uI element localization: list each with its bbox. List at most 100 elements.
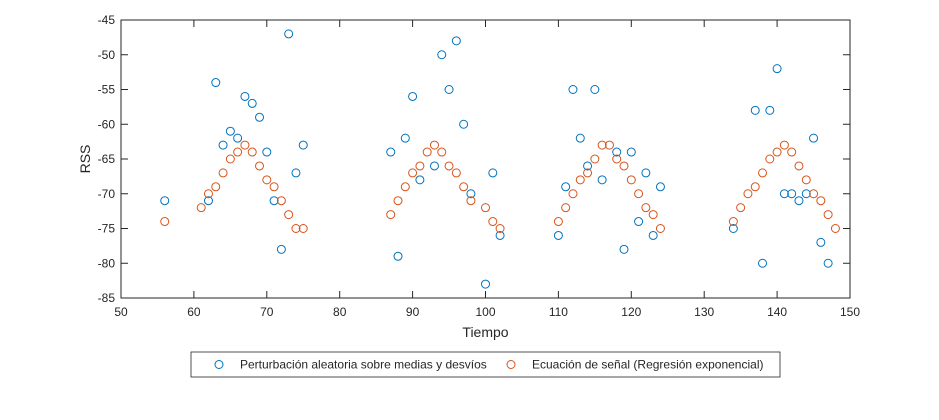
data-point: [583, 161, 593, 171]
data-point: [262, 175, 272, 185]
data-point: [269, 182, 279, 192]
x-tick-label: 110: [549, 305, 568, 319]
data-point: [495, 224, 505, 233]
data-point: [444, 161, 454, 171]
data-point: [495, 230, 505, 240]
data-point: [823, 258, 833, 268]
x-tick-label: 150: [840, 305, 860, 319]
y-tick-label: -85: [98, 291, 116, 305]
x-tick-label: 140: [767, 305, 787, 319]
data-point: [619, 161, 629, 171]
data-point: [386, 210, 396, 220]
x-tick-label: 60: [187, 305, 201, 319]
data-point: [634, 189, 644, 199]
data-point: [291, 168, 301, 178]
data-point: [225, 154, 235, 164]
data-point: [794, 196, 804, 206]
data-point: [255, 161, 265, 171]
x-tick-label: 120: [621, 305, 641, 319]
data-point: [655, 224, 665, 233]
data-point: [750, 105, 760, 115]
data-point: [779, 189, 789, 199]
data-point: [284, 29, 294, 39]
data-point: [830, 224, 840, 233]
data-point: [415, 161, 425, 171]
data-point: [247, 147, 257, 157]
data-point: [276, 244, 286, 254]
data-point: [276, 196, 286, 206]
data-point: [444, 85, 454, 94]
data-point: [437, 147, 447, 157]
data-point: [743, 189, 753, 199]
data-point: [612, 147, 622, 157]
data-point: [269, 196, 279, 206]
data-point: [422, 147, 432, 157]
data-point: [765, 105, 775, 115]
data-point: [641, 168, 651, 178]
data-point: [298, 224, 308, 233]
axes-layer: 50 60 70 80 90 100 110 120 130 140 150 -85 -80 -75 -70…: [98, 13, 861, 319]
data-point: [736, 203, 746, 213]
data-point: [604, 140, 614, 150]
data-point: [809, 189, 819, 199]
data-point: [619, 244, 629, 254]
data-point: [488, 217, 498, 227]
data-point: [816, 196, 826, 206]
legend-entry-label: Perturbación aleatoria sobre medias y de…: [240, 358, 487, 372]
y-tick-label: -50: [98, 48, 116, 62]
data-point: [240, 140, 250, 150]
data-point: [809, 133, 819, 143]
data-point: [451, 36, 461, 46]
data-point: [597, 140, 607, 150]
x-tick-label: 90: [406, 305, 420, 319]
legend-marker: [214, 360, 224, 369]
data-point: [590, 85, 600, 94]
y-tick-label: -70: [98, 187, 116, 201]
data-point: [612, 154, 622, 164]
data-point: [225, 126, 235, 136]
data-point: [553, 230, 563, 240]
y-tick-label: -65: [98, 152, 116, 166]
data-point: [823, 210, 833, 220]
y-tick-label: -75: [98, 222, 116, 236]
y-axis-label: RSS: [77, 145, 93, 174]
data-point: [801, 189, 811, 199]
data-point: [801, 175, 811, 185]
data-point: [211, 78, 221, 88]
data-point: [597, 175, 607, 185]
data-point: [758, 258, 768, 268]
data-point: [553, 217, 563, 227]
data-point: [262, 147, 272, 157]
data-point: [393, 251, 403, 261]
data-point: [481, 203, 490, 213]
data-point: [466, 189, 476, 199]
data-point: [568, 189, 578, 199]
legend-marker: [506, 360, 516, 369]
data-point: [648, 230, 658, 240]
data-point: [240, 91, 250, 101]
data-point: [247, 98, 257, 108]
data-point: [787, 189, 797, 199]
data-point: [750, 182, 760, 192]
y-tick-label: -80: [98, 256, 116, 270]
data-point: [561, 182, 571, 192]
data-point: [284, 210, 294, 220]
data-point: [211, 182, 221, 192]
data-point: [634, 217, 644, 227]
x-axis-label: Tiempo: [462, 324, 508, 340]
data-point: [816, 237, 826, 247]
data-point: [481, 279, 490, 289]
data-point: [583, 168, 593, 178]
data-point: [772, 147, 782, 157]
data-point: [765, 154, 775, 164]
data-point: [641, 203, 651, 213]
data-point: [233, 133, 243, 143]
y-tick-label: -60: [98, 117, 116, 131]
data-point: [590, 154, 600, 164]
legend-entry-label: Ecuación de señal (Regresión exponencial…: [532, 358, 763, 372]
data-point: [415, 175, 425, 185]
data-point: [386, 147, 396, 157]
data-point: [203, 196, 213, 206]
data-point: [787, 147, 797, 157]
